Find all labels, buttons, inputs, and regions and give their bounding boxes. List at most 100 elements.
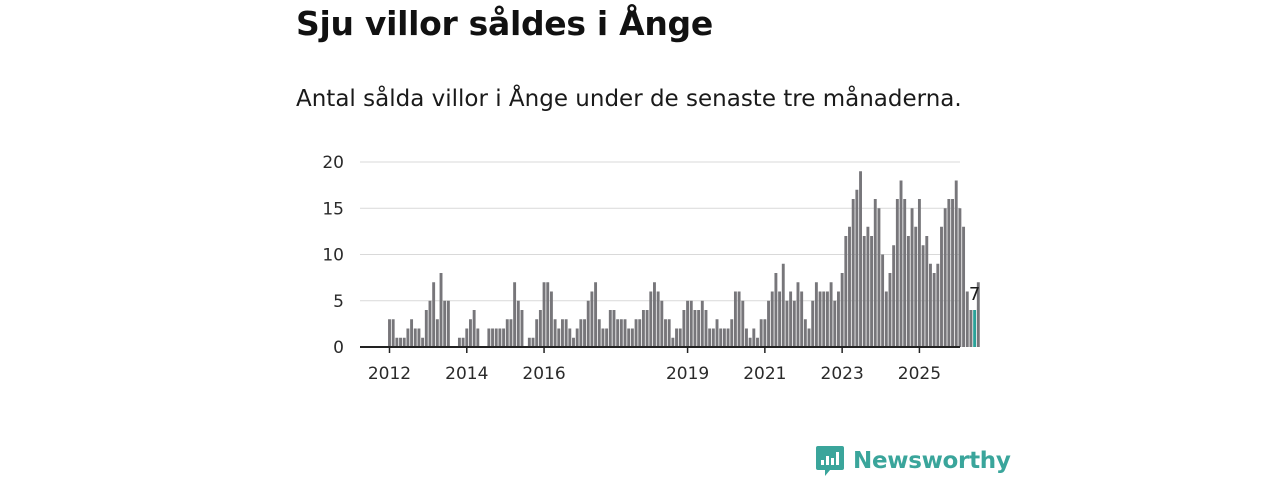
bar [726, 328, 730, 347]
bar [476, 328, 480, 347]
bar [421, 337, 425, 347]
bar [796, 282, 800, 347]
bar [542, 282, 546, 347]
bar [509, 319, 513, 347]
bar [424, 310, 428, 347]
bar [884, 291, 888, 347]
bar [943, 208, 947, 347]
bar [951, 199, 954, 347]
bar [877, 208, 881, 347]
bar [866, 226, 870, 347]
bar [785, 300, 789, 347]
brand-name: Newsworthy [853, 448, 1011, 474]
bar [825, 291, 829, 347]
bar [837, 291, 840, 347]
bar [586, 300, 590, 347]
x-tick-label: 2012 [368, 364, 411, 384]
bar [402, 337, 406, 347]
bar [704, 310, 708, 347]
bar [767, 300, 770, 347]
bar [870, 236, 874, 347]
bar [925, 236, 929, 347]
bar [929, 263, 932, 347]
bar [759, 319, 763, 347]
bar [818, 291, 822, 347]
x-tick-label: 2016 [522, 364, 565, 384]
bar [435, 319, 439, 347]
bar [774, 273, 778, 347]
bar [616, 319, 620, 347]
bar [965, 291, 969, 347]
bar [859, 171, 862, 347]
bar [406, 328, 410, 347]
bar [472, 310, 476, 347]
bar [745, 328, 748, 347]
bar [811, 300, 815, 347]
bar [594, 282, 598, 347]
bar [697, 310, 701, 347]
bar [634, 319, 638, 347]
bar [630, 328, 634, 347]
bar [711, 328, 715, 347]
bar [881, 254, 885, 347]
bar [513, 282, 517, 347]
bar [940, 226, 943, 347]
y-tick-label: 15 [322, 199, 344, 219]
bar [469, 319, 472, 347]
bar [770, 291, 774, 347]
bar [722, 328, 726, 347]
bar [457, 337, 461, 347]
bar [730, 319, 734, 347]
x-tick-label: 2023 [821, 364, 864, 384]
bar [903, 199, 907, 347]
newsworthy-logo[interactable]: Newsworthy [815, 445, 1011, 477]
bar [873, 199, 877, 347]
bar [487, 328, 491, 347]
bar [800, 291, 804, 347]
bar [391, 319, 395, 347]
bar [752, 328, 756, 347]
bar [428, 300, 432, 347]
bar [605, 328, 609, 347]
bar [763, 319, 767, 347]
bar-chart: 0 5 10 15 20 7 2012 2014 2016 2019 2021 2023 2025 [322, 153, 980, 384]
bar [914, 226, 918, 347]
bar [491, 328, 494, 347]
bar [608, 310, 612, 347]
chart-title: Sju villor såldes i Ånge [296, 4, 713, 43]
y-tick-label: 10 [322, 246, 344, 266]
bar [641, 310, 645, 347]
bar [789, 291, 793, 347]
bar [840, 273, 844, 347]
bar [568, 328, 572, 347]
bar [756, 337, 759, 347]
bar [892, 245, 896, 347]
bar [675, 328, 678, 347]
bar [848, 226, 851, 347]
bar [597, 319, 601, 347]
x-tick-label: 2025 [898, 364, 941, 384]
bar [413, 328, 417, 347]
bar [781, 263, 785, 347]
bar [792, 300, 796, 347]
bar [737, 291, 741, 347]
bar [693, 310, 697, 347]
bar [947, 199, 951, 347]
bar [906, 236, 910, 347]
highlight-bar [973, 310, 977, 347]
bar [638, 319, 642, 347]
bar [395, 337, 399, 347]
bar [388, 319, 391, 347]
bar [708, 328, 712, 347]
bar [862, 236, 866, 347]
bar [417, 328, 421, 347]
bar [803, 319, 807, 347]
bar [899, 180, 903, 347]
bar [619, 319, 623, 347]
bar [814, 282, 818, 347]
bar [976, 282, 980, 347]
bar [689, 300, 693, 347]
bar [531, 337, 535, 347]
bar [910, 208, 914, 347]
bar [527, 337, 531, 347]
